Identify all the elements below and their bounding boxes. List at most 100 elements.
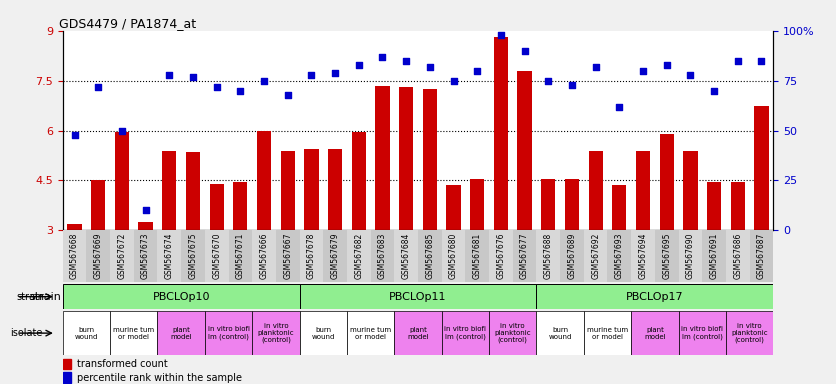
Bar	[370, 230, 395, 282]
Bar	[537, 311, 584, 355]
Text: in vitro
planktonic
(control): in vitro planktonic (control)	[257, 323, 294, 343]
Text: GSM567682: GSM567682	[354, 233, 364, 279]
Bar	[276, 230, 299, 282]
Bar	[233, 182, 247, 230]
Bar	[91, 180, 105, 230]
Bar	[612, 185, 626, 230]
Text: PBCLOp11: PBCLOp11	[390, 291, 446, 302]
Bar	[347, 230, 370, 282]
Bar	[489, 311, 537, 355]
Text: murine tum
or model: murine tum or model	[113, 327, 155, 339]
Bar	[631, 311, 679, 355]
Bar	[134, 230, 157, 282]
Text: GSM567688: GSM567688	[543, 233, 553, 279]
Text: strain: strain	[17, 291, 44, 302]
Text: GSM567672: GSM567672	[117, 233, 126, 280]
Bar	[470, 179, 484, 230]
Bar	[754, 106, 768, 230]
Point	[755, 58, 768, 64]
Bar	[679, 230, 702, 282]
Bar	[68, 224, 82, 230]
Point	[707, 88, 721, 94]
Bar	[347, 311, 395, 355]
Bar	[636, 151, 650, 230]
Bar	[750, 230, 773, 282]
Bar	[565, 179, 579, 230]
Bar	[679, 311, 726, 355]
Bar	[210, 184, 224, 230]
Bar	[181, 230, 205, 282]
Bar	[702, 230, 726, 282]
Text: GSM567674: GSM567674	[165, 233, 174, 280]
Point	[446, 78, 460, 84]
Text: GSM567681: GSM567681	[472, 233, 482, 279]
Bar	[63, 311, 110, 355]
Bar	[281, 151, 295, 230]
Point	[91, 84, 104, 90]
Bar	[494, 37, 508, 230]
Text: PBCLOp17: PBCLOp17	[626, 291, 684, 302]
Bar	[655, 230, 679, 282]
Bar	[205, 311, 252, 355]
Text: GSM567686: GSM567686	[733, 233, 742, 280]
Bar	[186, 152, 200, 230]
Bar	[228, 230, 252, 282]
Text: in vitro biofi
lm (control): in vitro biofi lm (control)	[681, 326, 723, 340]
Point	[257, 78, 271, 84]
Bar	[63, 372, 71, 382]
Text: GSM567693: GSM567693	[614, 233, 624, 280]
Bar	[660, 134, 674, 230]
Text: GSM567679: GSM567679	[330, 233, 339, 280]
Text: GSM567685: GSM567685	[426, 233, 435, 280]
Bar	[205, 230, 228, 282]
Point	[423, 64, 436, 70]
Bar	[115, 132, 129, 230]
Bar	[608, 230, 631, 282]
Text: GSM567676: GSM567676	[497, 233, 506, 280]
Text: GSM567683: GSM567683	[378, 233, 387, 280]
Text: murine tum
or model: murine tum or model	[350, 327, 391, 339]
Point	[68, 131, 81, 137]
Text: percentile rank within the sample: percentile rank within the sample	[77, 372, 242, 382]
Point	[210, 84, 223, 90]
Text: plant
model: plant model	[644, 327, 665, 339]
Point	[660, 61, 673, 68]
Text: GSM567669: GSM567669	[94, 233, 103, 280]
Text: transformed count: transformed count	[77, 359, 168, 369]
Text: plant
model: plant model	[171, 327, 192, 339]
Point	[375, 54, 389, 60]
Bar	[257, 131, 271, 230]
Point	[542, 78, 555, 84]
Text: burn
wound: burn wound	[548, 327, 572, 339]
Bar	[352, 132, 366, 230]
Point	[517, 48, 531, 54]
Point	[494, 31, 507, 38]
Text: GSM567677: GSM567677	[520, 233, 529, 280]
Text: GSM567667: GSM567667	[283, 233, 293, 280]
Bar	[86, 230, 110, 282]
Point	[281, 91, 294, 98]
Bar	[63, 230, 86, 282]
Point	[115, 127, 129, 134]
Bar	[63, 359, 71, 369]
Point	[471, 68, 484, 74]
Point	[636, 68, 650, 74]
Bar	[466, 230, 489, 282]
Bar	[395, 311, 441, 355]
Bar	[537, 284, 773, 309]
Bar	[517, 71, 532, 230]
Text: strain: strain	[29, 291, 61, 302]
Point	[329, 70, 342, 76]
Text: GSM567678: GSM567678	[307, 233, 316, 280]
Text: GSM567680: GSM567680	[449, 233, 458, 280]
Text: GSM567670: GSM567670	[212, 233, 222, 280]
Text: burn
wound: burn wound	[74, 327, 98, 339]
Bar	[441, 230, 466, 282]
Bar	[726, 311, 773, 355]
Text: GSM567691: GSM567691	[710, 233, 719, 280]
Bar	[63, 284, 299, 309]
Point	[233, 88, 247, 94]
Bar	[541, 179, 555, 230]
Bar	[418, 230, 441, 282]
Point	[731, 58, 744, 64]
